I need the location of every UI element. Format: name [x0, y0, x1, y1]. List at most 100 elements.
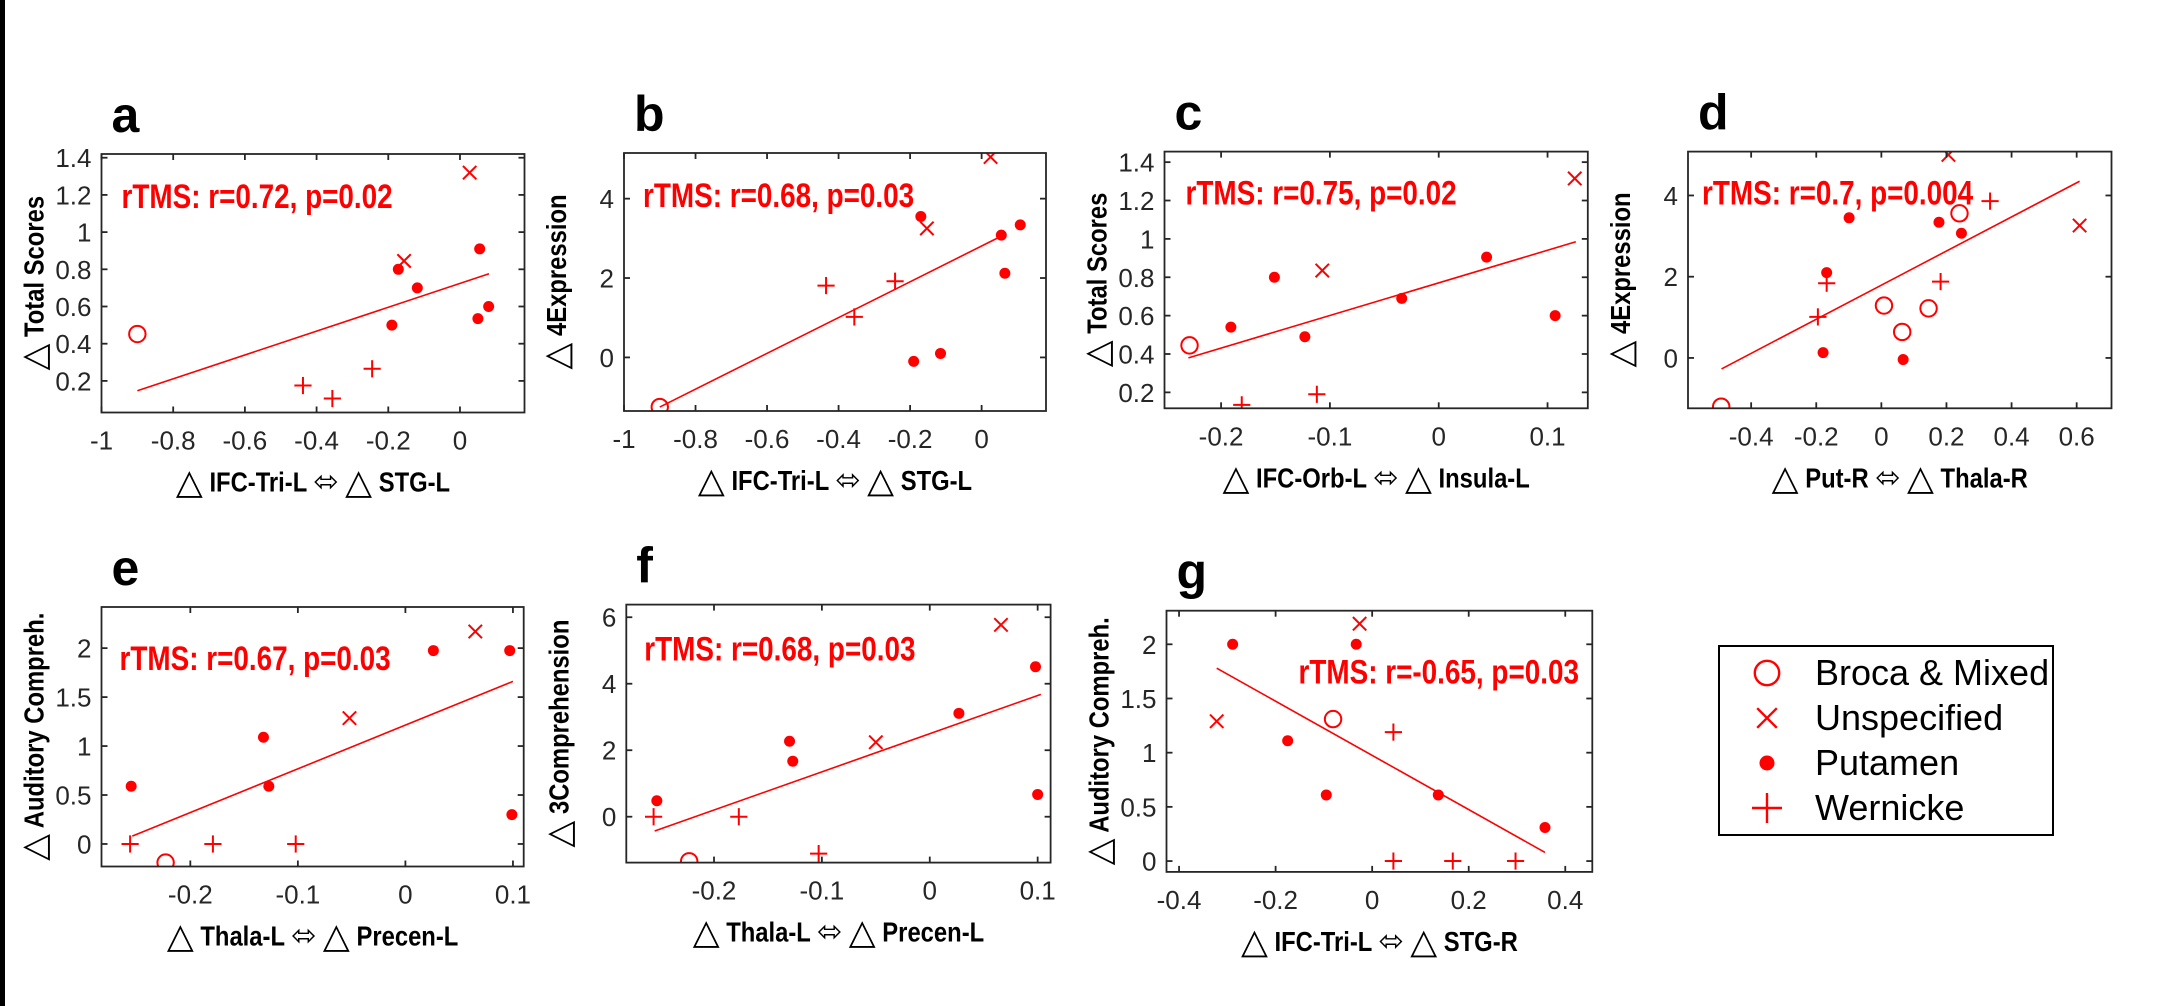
label-text: Auditory Compreh. — [1084, 617, 1115, 838]
data-layer — [1209, 616, 1551, 870]
marker-putamen — [787, 755, 799, 767]
delta-triangle-icon: △ — [15, 834, 54, 861]
marker-broca_mixed — [1892, 322, 1912, 342]
double-arrow-icon: ⬄ — [1378, 925, 1403, 958]
y-tick-label: 0 — [1664, 343, 1678, 373]
marker-wernicke — [1506, 852, 1525, 870]
data-layer — [128, 165, 495, 408]
data-layer — [650, 153, 1026, 411]
left-edge-bar — [0, 0, 5, 1006]
x-tick-label: 0.2 — [1451, 885, 1487, 915]
marker-putamen — [651, 795, 663, 807]
plot-box — [100, 606, 525, 868]
double-arrow-icon: ⬄ — [291, 920, 316, 953]
x-tick-label: 0.1 — [1529, 421, 1565, 451]
panel-c: -0.2 -0.1 0 0.1 0.2 0.4 0.6 0.8 1 1.2 1.4 △ IFC-Orb… — [1078, 85, 1589, 497]
marker-unspecified — [1941, 151, 1956, 163]
legend-marker-plus-icon — [1752, 792, 1782, 823]
x-tick-label: -0.6 — [745, 424, 790, 454]
marker-broca_mixed — [1874, 296, 1894, 315]
legend-item-label: Putamen — [1815, 741, 1960, 783]
x-tick-label: 0 — [923, 876, 937, 906]
delta-triangle-icon: △ — [1601, 341, 1640, 368]
y-tick-label: 2 — [77, 634, 91, 664]
x-axis-label: △ Thala-L ⬄ △ Precen-L — [693, 913, 984, 952]
marker-putamen — [1350, 638, 1362, 650]
marker-putamen — [1029, 661, 1041, 673]
marker-wernicke — [886, 272, 904, 290]
delta-triangle-icon: △ — [693, 913, 720, 952]
x-axis-label: △ IFC-Tri-L ⬄ △ STG-L — [698, 461, 972, 500]
x-tick-label: 0 — [1874, 421, 1888, 451]
marker-unspecified — [1756, 707, 1778, 729]
label-text: STG-R — [1437, 926, 1518, 957]
x-tick-label: -0.1 — [799, 876, 844, 906]
legend-item-label: Wernicke — [1815, 786, 1965, 828]
marker-unspecified — [868, 734, 884, 750]
fit-line — [131, 680, 514, 837]
x-tick-label: -0.2 — [1199, 421, 1244, 451]
marker-putamen — [386, 319, 398, 331]
delta-triangle-icon: △ — [1078, 340, 1117, 367]
y-tick-label: 0.2 — [1118, 378, 1154, 408]
double-arrow-icon: ⬄ — [817, 916, 842, 949]
marker-wernicke — [121, 835, 139, 853]
fit-line — [1216, 667, 1546, 854]
label-text — [1900, 462, 1907, 493]
label-text: IFC-Orb-L — [1249, 462, 1373, 493]
marker-putamen — [1481, 251, 1493, 263]
panel-g: -0.4 -0.2 0 0.2 0.4 0 0.5 1 1.5 2 △ IFC-Tri-L ⬄ △ … — [1080, 544, 1594, 961]
y-tick-label: 0.4 — [55, 329, 91, 359]
label-text: Insula-L — [1432, 462, 1530, 493]
marker-putamen — [506, 809, 518, 821]
x-axis-label: △ IFC-Tri-L ⬄ △ STG-R — [1241, 922, 1518, 961]
label-text: Thala-L — [720, 917, 817, 948]
marker-wernicke — [1233, 396, 1251, 409]
x-tick-label: 0 — [453, 426, 467, 456]
marker-broca_mixed — [1950, 204, 1969, 223]
marker-wernicke — [1752, 792, 1782, 823]
plot-box — [623, 152, 1047, 412]
delta-triangle-icon: △ — [345, 463, 372, 502]
plot-box — [1163, 150, 1589, 410]
label-text: 3Comprehension — [543, 620, 574, 821]
marker-wernicke — [1809, 308, 1827, 326]
data-layer — [1180, 171, 1583, 409]
ticks: -0.4 -0.2 0 0.2 0.4 0.6 0 2 4 — [1664, 151, 2112, 451]
marker-broca_mixed — [1753, 659, 1781, 687]
marker-putamen — [1282, 735, 1294, 747]
y-tick-label: 0 — [602, 802, 616, 832]
panel-d: -0.4 -0.2 0 0.2 0.4 0.6 0 2 4 △ Put-R ⬄ △ Thala-R… — [1601, 85, 2113, 497]
x-tick-label: -0.1 — [1307, 421, 1352, 451]
marker-unspecified — [1209, 713, 1225, 729]
y-axis-label: △ 4Expression — [1601, 192, 1640, 367]
plot-box — [1687, 150, 2113, 410]
y-tick-label: 2 — [1142, 630, 1156, 660]
label-text — [1398, 462, 1405, 493]
panel-letter: b — [634, 86, 665, 142]
marker-putamen — [263, 780, 275, 792]
ticks: -1 -0.8 -0.6 -0.4 -0.2 0 0 2 4 — [600, 153, 1046, 454]
marker-unspecified — [467, 624, 483, 639]
label-text: Put-R — [1799, 462, 1876, 493]
legend: Broca & Mixed Unspecified Putamen Wernicke — [1718, 645, 2054, 836]
x-tick-label: -0.4 — [1729, 421, 1774, 451]
marker-unspecified — [1314, 263, 1330, 278]
ticks: -0.2 -0.1 0 0.1 0 2 4 6 — [602, 603, 1056, 906]
marker-putamen — [1539, 821, 1551, 833]
marker-putamen — [1821, 267, 1833, 279]
y-tick-label: 0 — [77, 829, 91, 859]
panel-letter: a — [112, 87, 141, 143]
x-tick-label: -0.2 — [1794, 421, 1839, 451]
delta-triangle-icon: △ — [15, 344, 54, 371]
x-tick-label: 0.4 — [1993, 421, 2029, 451]
marker-unspecified — [993, 617, 1009, 633]
y-axis-label: △ Auditory Compreh. — [1080, 617, 1119, 865]
x-tick-label: 0.1 — [495, 880, 531, 910]
x-tick-label: 0 — [1431, 421, 1445, 451]
ticks: -1 -0.8 -0.6 -0.4 -0.2 0 0.2 0.4 0.6 0.8 1 1.2 1.4 — [55, 143, 525, 456]
plot-box — [1165, 609, 1594, 873]
marker-putamen — [935, 347, 946, 359]
marker-putamen — [483, 300, 495, 312]
marker-putamen — [1014, 219, 1026, 231]
